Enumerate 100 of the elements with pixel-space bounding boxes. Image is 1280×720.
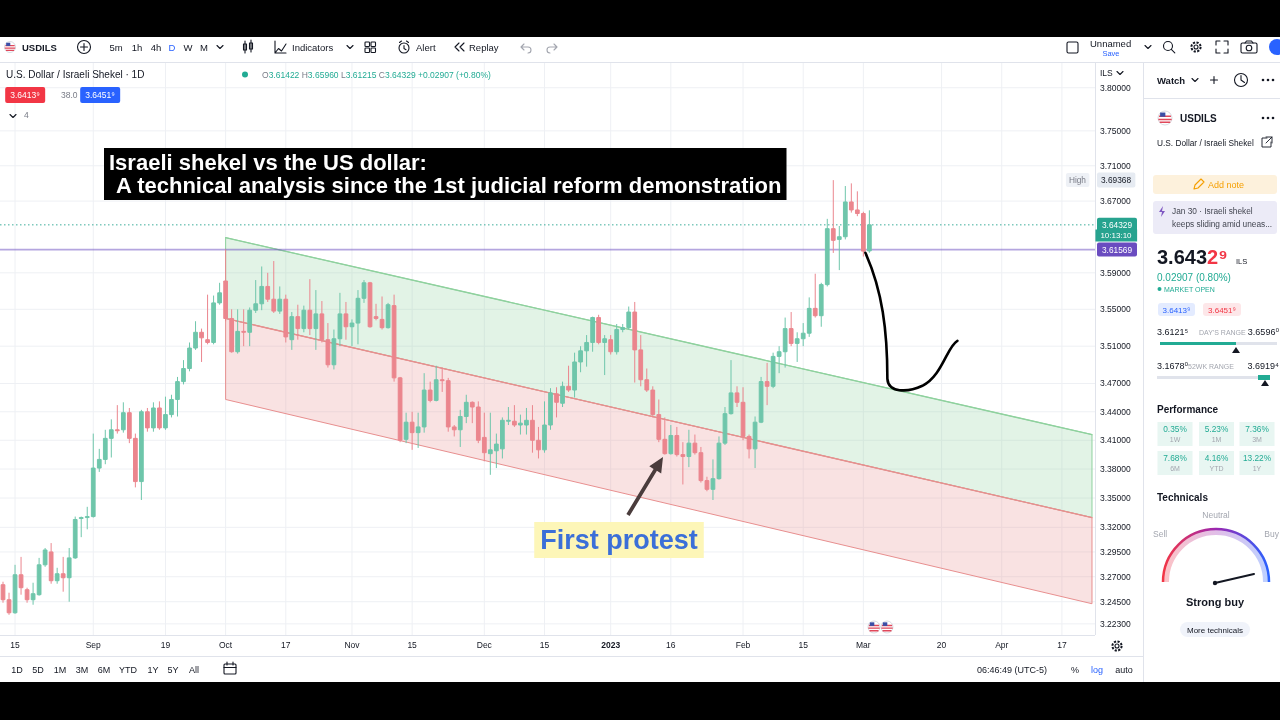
y-tick-label: 3.67000 [1100,196,1131,207]
text: Watch [1157,75,1186,86]
y-tick-label: 3.44000 [1100,406,1131,417]
text: 4.16% [1204,453,1229,463]
candlestick [812,273,818,319]
candlestick [157,400,162,431]
candlestick [12,564,18,615]
candlestick [403,412,409,444]
candlestick [235,308,241,355]
candlestick [596,314,602,345]
ref-line-label: 3.61569 [1102,244,1133,255]
text: 3M [75,664,89,675]
text: 0.02907 (0.80%) [1157,272,1231,283]
y-tick-label: 3.22300 [1100,618,1131,629]
candlestick [301,305,307,333]
text: 3.6596⁰ [1247,327,1280,337]
candlestick [385,302,391,330]
text: Unnamed [1090,38,1132,49]
candlestick [60,556,66,593]
text: 0.35% [1163,424,1188,434]
text: 5Y [167,664,179,675]
y-tick-label: 3.80000 [1100,82,1131,93]
text: Technicals [1157,492,1209,503]
candlestick [427,381,433,403]
y-tick-label: 3.38000 [1100,464,1131,475]
text: 7.36% [1245,424,1270,434]
x-tick-label: Dec [476,640,493,650]
annotation: 3.6451⁹ [85,90,116,100]
text: % [1070,664,1080,675]
candlestick [277,285,283,315]
text: log [1090,664,1104,675]
candlestick [18,556,24,596]
candlestick [48,542,54,585]
text: 3.6413⁹ [1162,305,1191,315]
candlestick [151,401,156,433]
text: 3.6432⁹ [1157,246,1228,268]
text: 3.6451⁹ [1208,305,1236,315]
candlestick [139,409,144,501]
text: Indicators [292,41,334,53]
y-tick-label: 3.27000 [1100,571,1131,582]
candlestick [867,209,872,254]
text: 10:13:10 [1100,231,1133,240]
text: 06:46:49 (UTC-5) [976,664,1048,675]
text: Alert [416,41,436,53]
text: 3.6121⁵ [1157,327,1189,337]
candlestick [205,294,210,345]
candlestick [554,386,559,418]
text: 3.6919⁴ [1247,361,1280,371]
text: Strong buy [1185,596,1245,608]
y-tick-label: 3.41000 [1100,435,1131,446]
x-tick-label: 17 [1057,640,1067,650]
text: 4h [150,41,162,53]
y-tick-label: 3.59000 [1100,267,1131,278]
candlestick [830,179,836,254]
x-tick-label: Apr [995,640,1009,650]
candlestick [54,567,60,585]
candlestick [24,587,30,604]
candlestick [145,407,150,433]
candlestick [608,334,614,356]
text: 6M [97,664,111,675]
y-tick-label: 3.51000 [1100,341,1131,352]
candlestick [788,311,794,347]
y-tick-label: 3.35000 [1100,493,1131,504]
y-tick-label: 3.55000 [1100,304,1131,315]
candlestick [668,424,674,456]
candlestick [313,289,319,351]
x-tick-label: 17 [281,640,291,650]
text: 5.23% [1204,424,1229,434]
text: YTD [119,664,138,675]
annotation: 38.0 [61,90,78,100]
y-tick-label: 3.24500 [1100,596,1131,607]
text: 1Y [147,664,159,675]
text: Sell [1153,529,1168,539]
x-tick-label: 2023 [601,640,621,650]
x-tick-label: Mar [856,640,871,650]
x-tick-label: Sep [85,640,102,650]
candlestick [560,381,565,408]
x-tick-label: 15 [10,640,21,650]
x-tick-label: 15 [539,640,550,650]
text: 3.69368 [1101,175,1132,186]
text: W [183,41,193,53]
text: Add note [1207,180,1245,190]
candlestick [433,365,439,402]
text: O3.61422 H3.65960 L3.61215 C3.64329 +0.02907 (+0.80%) [262,70,491,80]
x-tick-label: Nov [344,640,361,650]
text: Jan 30 · Israeli shekel keeps sliding amid uneas... [1172,206,1273,229]
text: D [168,41,176,53]
annotation: First protest [540,525,698,555]
candlestick [512,404,517,428]
text: Performance [1157,404,1219,415]
candlestick [114,404,120,435]
y-tick-label: 3.71000 [1100,160,1131,171]
text: 1D [11,664,24,675]
x-tick-label: Feb [735,640,751,650]
text: USDILS [1180,113,1217,124]
text: Buy [1264,529,1280,539]
annotation: 3.6413⁹ [10,90,41,100]
y-tick-label: 3.47000 [1100,378,1131,389]
text: auto [1115,664,1133,675]
x-tick-label: 20 [936,640,947,650]
